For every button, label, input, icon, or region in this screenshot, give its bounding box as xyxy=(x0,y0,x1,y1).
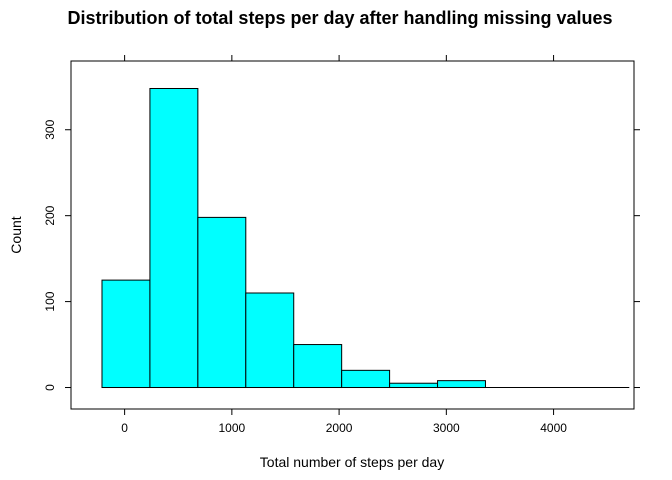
x-tick-label: 2000 xyxy=(326,421,353,435)
plot-frame xyxy=(70,60,635,410)
x-tick-label: 3000 xyxy=(433,421,460,435)
histogram-bar xyxy=(437,380,486,389)
y-axis-label: Count xyxy=(8,216,24,253)
x-axis-label: Total number of steps per day xyxy=(260,454,444,470)
histogram-bar xyxy=(149,87,199,389)
histogram-bar xyxy=(341,369,391,389)
y-tick-label: 0 xyxy=(43,384,57,391)
x-tick-label: 4000 xyxy=(540,421,567,435)
plot-area: 0 1000 2000 3000 4000 0 100 200 300 xyxy=(43,55,640,435)
x-tick-label: 1000 xyxy=(219,421,246,435)
x-tick-label: 0 xyxy=(121,421,128,435)
y-tick-label: 100 xyxy=(43,291,57,311)
y-tick-label: 200 xyxy=(43,205,57,225)
y-tick-label: 300 xyxy=(43,119,57,139)
histogram-bar xyxy=(197,216,247,389)
chart-title: Distribution of total steps per day afte… xyxy=(67,8,612,28)
histogram-bar xyxy=(389,382,439,389)
histogram-bar xyxy=(293,344,343,389)
histogram-bar xyxy=(101,279,151,389)
histogram-bar xyxy=(245,292,295,389)
